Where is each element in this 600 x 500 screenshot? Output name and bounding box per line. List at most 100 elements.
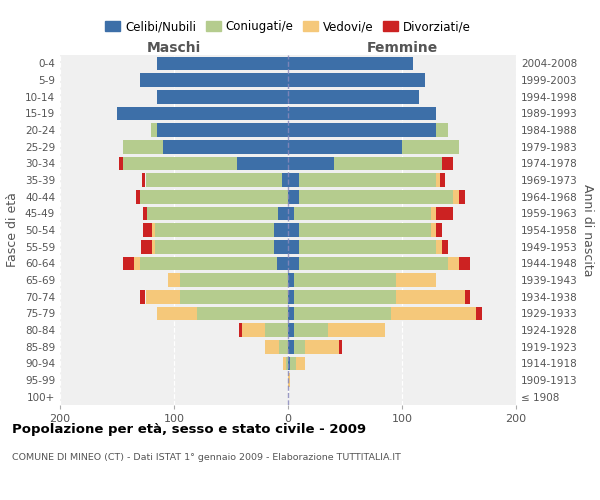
Bar <box>122 140 163 153</box>
Bar <box>402 140 459 153</box>
Bar <box>294 340 305 353</box>
Bar <box>299 223 431 237</box>
Bar <box>436 223 442 237</box>
Bar <box>290 356 296 370</box>
Bar <box>168 273 180 287</box>
Bar <box>299 256 448 270</box>
Bar <box>180 290 288 304</box>
Bar <box>151 123 157 137</box>
Bar <box>397 273 436 287</box>
Bar <box>288 273 294 287</box>
Y-axis label: Fasce di età: Fasce di età <box>7 192 19 268</box>
Bar <box>157 123 288 137</box>
Bar <box>288 56 413 70</box>
Bar <box>274 240 288 254</box>
Bar <box>442 156 454 170</box>
Bar <box>288 156 334 170</box>
Bar <box>288 206 294 220</box>
Bar <box>305 340 340 353</box>
Bar <box>288 73 425 87</box>
Bar <box>236 156 288 170</box>
Bar <box>431 223 436 237</box>
Text: COMUNE DI MINEO (CT) - Dati ISTAT 1° gennaio 2009 - Elaborazione TUTTITALIA.IT: COMUNE DI MINEO (CT) - Dati ISTAT 1° gen… <box>12 452 401 462</box>
Bar <box>180 273 288 287</box>
Bar <box>436 173 440 187</box>
Bar <box>157 90 288 104</box>
Bar <box>277 256 288 270</box>
Bar <box>391 306 476 320</box>
Bar <box>288 140 402 153</box>
Bar <box>288 340 294 353</box>
Bar <box>431 206 436 220</box>
Bar <box>465 290 470 304</box>
Text: Femmine: Femmine <box>367 41 437 55</box>
Bar <box>288 106 436 120</box>
Bar <box>288 373 290 387</box>
Text: Maschi: Maschi <box>147 41 201 55</box>
Bar <box>163 140 288 153</box>
Bar <box>155 240 274 254</box>
Bar <box>274 223 288 237</box>
Bar <box>294 323 328 337</box>
Bar <box>288 356 290 370</box>
Bar <box>294 290 397 304</box>
Bar <box>288 223 299 237</box>
Bar <box>340 340 341 353</box>
Bar <box>288 173 299 187</box>
Bar <box>140 73 288 87</box>
Bar <box>334 156 442 170</box>
Bar <box>294 306 391 320</box>
Bar <box>440 173 445 187</box>
Bar <box>242 323 265 337</box>
Bar <box>299 190 454 203</box>
Bar <box>288 123 436 137</box>
Bar <box>459 256 470 270</box>
Bar <box>146 206 278 220</box>
Bar <box>146 290 180 304</box>
Bar <box>239 323 242 337</box>
Text: Popolazione per età, sesso e stato civile - 2009: Popolazione per età, sesso e stato civil… <box>12 422 366 436</box>
Bar <box>288 190 299 203</box>
Bar <box>294 273 397 287</box>
Bar <box>155 223 274 237</box>
Bar <box>146 173 283 187</box>
Bar <box>288 306 294 320</box>
Bar <box>136 190 140 203</box>
Bar <box>119 156 122 170</box>
Bar <box>328 323 385 337</box>
Bar <box>265 340 279 353</box>
Bar <box>299 240 436 254</box>
Bar <box>397 290 465 304</box>
Bar <box>436 206 454 220</box>
Bar <box>152 223 155 237</box>
Bar <box>265 323 288 337</box>
Bar <box>454 190 459 203</box>
Bar <box>140 190 288 203</box>
Bar <box>436 123 448 137</box>
Bar <box>288 240 299 254</box>
Bar <box>288 90 419 104</box>
Bar <box>140 256 277 270</box>
Bar <box>283 356 286 370</box>
Bar <box>157 306 197 320</box>
Bar <box>436 240 442 254</box>
Bar <box>459 190 465 203</box>
Bar <box>157 56 288 70</box>
Bar <box>286 356 288 370</box>
Bar <box>122 256 134 270</box>
Bar <box>288 323 294 337</box>
Y-axis label: Anni di nascita: Anni di nascita <box>581 184 594 276</box>
Bar <box>142 173 145 187</box>
Bar <box>299 173 436 187</box>
Bar <box>197 306 288 320</box>
Bar <box>134 256 140 270</box>
Bar <box>140 290 145 304</box>
Bar <box>143 206 146 220</box>
Legend: Celibi/Nubili, Coniugati/e, Vedovi/e, Divorziati/e: Celibi/Nubili, Coniugati/e, Vedovi/e, Di… <box>100 16 476 38</box>
Bar <box>288 290 294 304</box>
Bar <box>143 223 152 237</box>
Bar <box>288 256 299 270</box>
Bar <box>448 256 459 270</box>
Bar <box>278 206 288 220</box>
Bar <box>152 240 155 254</box>
